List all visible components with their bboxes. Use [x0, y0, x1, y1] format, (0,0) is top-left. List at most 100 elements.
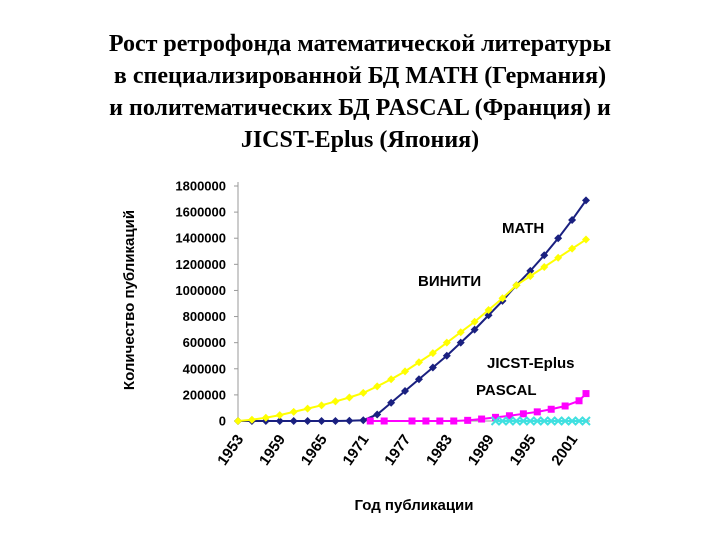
data-point	[561, 402, 569, 410]
title-line: в специализированной БД MATH (Германия)	[113, 63, 607, 89]
data-point	[504, 416, 515, 426]
data-point	[345, 416, 354, 425]
data-point	[408, 417, 416, 425]
series-layer	[234, 196, 591, 426]
data-point	[540, 251, 549, 260]
data-point	[505, 412, 513, 420]
x-axis: 1953 1959 1965 1971 1977 1983 1989 1995 2001	[214, 420, 590, 469]
data-point	[422, 417, 430, 425]
data-point	[526, 272, 535, 281]
series-label: PASCAL	[476, 382, 537, 399]
data-point	[303, 404, 312, 413]
data-point	[526, 266, 535, 275]
x-tick-label: 1977	[381, 432, 414, 469]
x-tick-label: 1989	[465, 432, 498, 469]
data-point	[478, 415, 486, 423]
data-point	[492, 413, 500, 421]
data-point	[428, 349, 437, 358]
data-point	[568, 215, 577, 224]
data-point	[387, 375, 396, 384]
data-point	[518, 416, 529, 426]
data-point	[560, 416, 570, 426]
data-point	[498, 294, 507, 303]
y-tick-label: 200000	[183, 387, 226, 402]
data-point	[442, 338, 451, 347]
data-point	[303, 417, 312, 425]
y-tick-label: 400000	[183, 361, 226, 376]
data-point	[554, 234, 563, 243]
data-point	[359, 416, 368, 425]
x-axis-title: Год публикации	[355, 497, 474, 514]
data-point	[512, 281, 521, 290]
y-tick-label: 1200000	[175, 257, 226, 272]
data-point	[497, 416, 508, 426]
data-point	[317, 401, 326, 410]
series-jicst-eplus	[490, 416, 591, 426]
data-point	[401, 386, 410, 395]
y-tick-label: 1400000	[175, 231, 226, 246]
y-tick-label: 800000	[183, 309, 226, 324]
data-point	[533, 408, 541, 416]
data-point	[464, 416, 472, 424]
data-point	[490, 416, 501, 426]
series-math	[234, 196, 590, 425]
data-point	[442, 351, 451, 360]
data-point	[568, 244, 577, 253]
data-point	[373, 410, 382, 419]
data-point	[289, 417, 298, 425]
y-tick-label: 1600000	[175, 205, 226, 220]
data-point	[261, 413, 270, 422]
data-point	[511, 416, 522, 426]
y-tick-label: 1800000	[175, 179, 226, 194]
data-point	[539, 416, 549, 426]
data-point	[525, 416, 536, 426]
x-tick-label: 1959	[256, 432, 289, 469]
data-point	[366, 417, 374, 425]
data-point	[359, 388, 368, 397]
series-label: JICST-Eplus	[487, 355, 575, 372]
data-point	[567, 416, 577, 426]
x-tick-label: 1953	[214, 432, 247, 469]
data-point	[436, 417, 444, 425]
data-point	[234, 417, 242, 425]
slide-title: Рост ретрофонда математической литератур…	[0, 28, 720, 156]
data-point	[574, 416, 584, 426]
data-point	[540, 262, 549, 271]
data-point	[553, 416, 563, 426]
data-point	[317, 417, 326, 425]
data-point	[275, 411, 284, 420]
data-point	[247, 415, 256, 424]
title-line: и политематических БД PASCAL (Франция) и	[109, 95, 611, 121]
series-labels: MATH ВИНИТИ JICST-Eplus PASCAL	[418, 220, 575, 399]
data-point	[414, 375, 423, 384]
data-point	[428, 363, 437, 372]
series-label: ВИНИТИ	[418, 273, 481, 290]
data-point	[470, 325, 479, 334]
title-line: Рост ретрофонда математической литератур…	[108, 31, 612, 57]
data-point	[582, 196, 590, 205]
data-point	[331, 397, 340, 406]
data-point	[275, 417, 284, 425]
data-point	[414, 358, 423, 367]
x-tick-label: 1983	[423, 432, 456, 469]
data-point	[532, 416, 542, 426]
x-tick-label: 1965	[298, 432, 331, 469]
data-point	[401, 367, 410, 376]
data-point	[582, 390, 590, 398]
data-point	[554, 253, 563, 262]
data-point	[380, 417, 388, 425]
y-tick-label: 1000000	[175, 283, 226, 298]
data-point	[581, 416, 591, 426]
data-point	[547, 405, 555, 413]
y-tick-label: 600000	[183, 335, 226, 350]
series-винити	[234, 235, 590, 425]
data-point	[456, 328, 465, 337]
data-point	[484, 306, 493, 315]
series-pascal	[366, 390, 590, 425]
data-point	[289, 407, 298, 416]
y-axis: 0 200000 400000 600000 800000 1000000 1200000 1…	[175, 179, 239, 429]
title-line: JICST-Eplus (Япония)	[240, 127, 480, 153]
x-tick-label: 1995	[507, 432, 540, 469]
data-point	[373, 382, 382, 391]
series-line	[370, 392, 587, 422]
